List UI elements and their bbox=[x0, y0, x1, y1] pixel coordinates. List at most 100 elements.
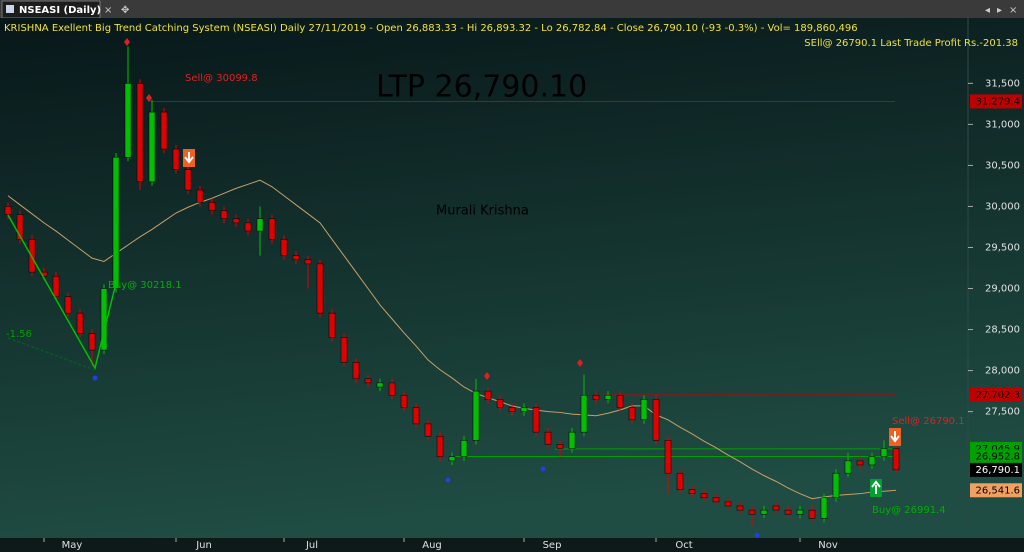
candle-body bbox=[352, 362, 360, 380]
plot-area bbox=[0, 18, 1024, 538]
candle-body bbox=[148, 111, 156, 183]
candle-body bbox=[544, 431, 552, 445]
candle-body bbox=[328, 312, 336, 339]
candle-body bbox=[856, 460, 864, 466]
y-tick-label: 29,000 bbox=[985, 284, 1020, 295]
nav-prev[interactable]: ◂ bbox=[985, 5, 990, 16]
title-bar bbox=[0, 0, 1024, 18]
candle-body bbox=[76, 312, 84, 334]
tab-pin[interactable]: ✥ bbox=[121, 5, 129, 16]
level-box bbox=[970, 449, 1022, 464]
level-box bbox=[970, 462, 1022, 477]
candle-body bbox=[844, 460, 852, 474]
candle-body bbox=[772, 505, 780, 511]
y-tick-label: 28,500 bbox=[985, 325, 1020, 336]
candle-body bbox=[664, 440, 672, 474]
candle-body bbox=[520, 407, 528, 412]
candle-body bbox=[736, 505, 744, 511]
candle-body bbox=[868, 456, 876, 466]
candle-body bbox=[832, 472, 840, 499]
plot-layer: 27,500 28,000 28,500 29,000 29,500 30,000 30,5… bbox=[4, 46, 1022, 551]
candle-body bbox=[688, 489, 696, 494]
candle-body bbox=[424, 423, 432, 437]
candle-body bbox=[784, 509, 792, 515]
candle-body bbox=[364, 378, 372, 384]
annotation: Sell@ 26790.1 bbox=[892, 416, 965, 427]
level-label: 26,952.8 bbox=[975, 452, 1020, 463]
nav-next[interactable]: ▸ bbox=[997, 5, 1002, 16]
level-box bbox=[970, 388, 1022, 403]
sell-arrow bbox=[183, 149, 195, 167]
candle-body bbox=[412, 407, 420, 425]
status-info: SEll@ 26790.1 Last Trade Profit Rs.-201.… bbox=[804, 38, 1018, 49]
candle-body bbox=[268, 218, 276, 240]
annotation: Buy@ 26991.4 bbox=[872, 505, 946, 516]
candle-body bbox=[808, 509, 816, 519]
candle-body bbox=[160, 111, 168, 150]
candle-body bbox=[796, 509, 804, 515]
candle-body bbox=[244, 222, 252, 232]
candle-body bbox=[112, 156, 120, 289]
y-tick-label: 28,000 bbox=[985, 366, 1020, 377]
candle-body bbox=[628, 407, 636, 421]
y-tick-label: 31,000 bbox=[985, 119, 1020, 130]
candle-body bbox=[208, 202, 216, 211]
buy-arrow bbox=[870, 479, 882, 497]
x-tick-label: Jun bbox=[195, 540, 212, 551]
tab-close[interactable]: × bbox=[104, 5, 112, 16]
sell-arrow bbox=[889, 428, 901, 446]
candle-body bbox=[460, 440, 468, 458]
annotation: Buy@ 30218.1 bbox=[108, 280, 182, 291]
candle-body bbox=[124, 83, 132, 158]
annotation: -1.56 bbox=[6, 329, 32, 340]
candle-body bbox=[472, 390, 480, 441]
candle-body bbox=[400, 394, 408, 408]
x-axis-area bbox=[0, 538, 1024, 552]
candle-body bbox=[604, 394, 612, 400]
candle-body bbox=[88, 333, 96, 351]
candle-body bbox=[760, 509, 768, 515]
candle-body bbox=[448, 456, 456, 462]
candle-body bbox=[436, 435, 444, 458]
candle-body bbox=[820, 497, 828, 519]
level-label: 26,790.1 bbox=[975, 465, 1020, 476]
x-tick-label: Nov bbox=[818, 540, 838, 551]
candle-body bbox=[232, 218, 240, 224]
y-tick-label: 29,500 bbox=[985, 242, 1020, 253]
level-label: 26,541.6 bbox=[975, 485, 1020, 496]
tab-icon bbox=[6, 5, 14, 13]
candle-body bbox=[316, 263, 324, 314]
y-tick-label: 31,500 bbox=[985, 78, 1020, 89]
candle-body bbox=[652, 399, 660, 441]
y-tick-label: 30,000 bbox=[985, 201, 1020, 212]
candle-body bbox=[580, 394, 588, 433]
candle-body bbox=[724, 501, 732, 507]
candle-body bbox=[484, 390, 492, 400]
candle-body bbox=[532, 407, 540, 433]
candle-body bbox=[172, 148, 180, 170]
level-box bbox=[970, 94, 1022, 109]
candle-body bbox=[712, 497, 720, 503]
candle-body bbox=[508, 407, 516, 412]
x-tick-label: Oct bbox=[675, 540, 692, 551]
candle-body bbox=[592, 394, 600, 400]
level-label: 27,045.9 bbox=[975, 444, 1020, 455]
close-button[interactable]: × bbox=[1009, 5, 1017, 16]
candle-body bbox=[892, 448, 900, 471]
moving-average bbox=[7, 179, 897, 500]
candle-body bbox=[880, 448, 888, 458]
candle-body bbox=[28, 239, 36, 273]
candle-body bbox=[496, 399, 504, 408]
candle-body bbox=[556, 444, 564, 449]
x-tick-label: May bbox=[62, 540, 83, 551]
candle-body bbox=[748, 509, 756, 515]
candle-body bbox=[16, 214, 24, 240]
candle-body bbox=[280, 239, 288, 256]
y-tick-label: 30,500 bbox=[985, 160, 1020, 171]
candle-body bbox=[568, 431, 576, 449]
x-tick-label: Sep bbox=[543, 540, 562, 551]
level-box bbox=[970, 483, 1022, 498]
candle-body bbox=[64, 296, 72, 314]
